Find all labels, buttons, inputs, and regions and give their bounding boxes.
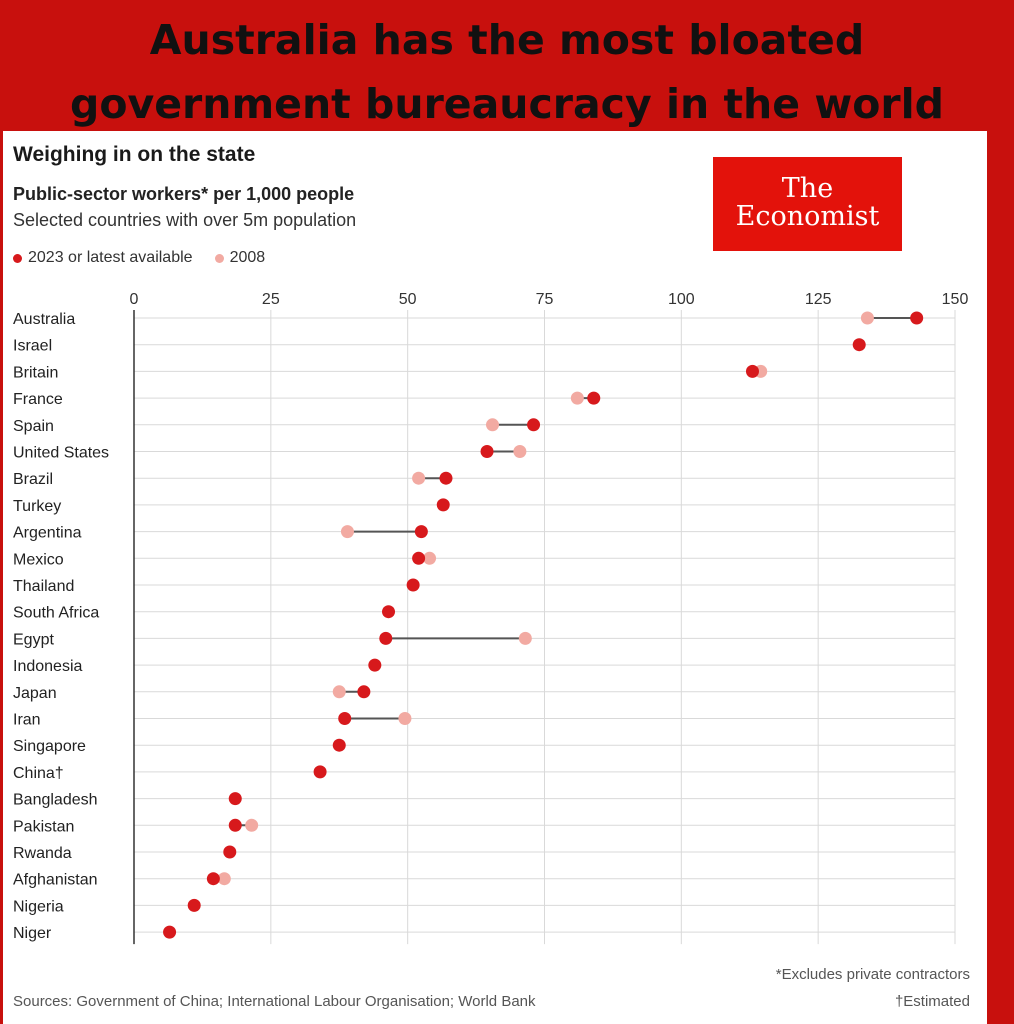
category-label: Mexico bbox=[13, 551, 64, 568]
x-tick-label: 25 bbox=[262, 291, 280, 308]
legend-item-latest: 2023 or latest available bbox=[13, 249, 193, 267]
chart-subnote: Selected countries with over 5m populati… bbox=[13, 210, 357, 230]
point-latest bbox=[163, 925, 177, 939]
category-label: Japan bbox=[13, 685, 57, 702]
point-latest bbox=[368, 658, 382, 672]
point-2008 bbox=[245, 818, 259, 832]
chart-subtitle: Public-sector workers* per 1,000 people bbox=[13, 184, 355, 204]
point-latest bbox=[228, 818, 242, 832]
point-latest bbox=[382, 605, 396, 619]
category-label: Iran bbox=[13, 712, 41, 729]
point-latest bbox=[187, 898, 201, 912]
point-2008 bbox=[570, 391, 584, 405]
category-label: Turkey bbox=[13, 498, 61, 515]
point-latest bbox=[332, 738, 346, 752]
x-tick-label: 100 bbox=[668, 291, 695, 308]
x-tick-label: 50 bbox=[399, 291, 417, 308]
category-label: Brazil bbox=[13, 471, 53, 488]
point-latest bbox=[338, 712, 352, 725]
headline-line-2: government bureaucracy in the world bbox=[69, 80, 944, 128]
category-label: Bangladesh bbox=[13, 792, 98, 809]
category-label: Australia bbox=[13, 311, 75, 328]
point-latest bbox=[206, 872, 220, 886]
category-label: Britain bbox=[13, 364, 58, 381]
chart-title: Weighing in on the state bbox=[13, 143, 256, 166]
point-latest bbox=[439, 471, 453, 485]
point-latest bbox=[414, 525, 428, 539]
legend-dot-latest-icon bbox=[13, 253, 22, 263]
point-2008 bbox=[513, 445, 527, 458]
chart-legend: 2023 or latest available 2008 bbox=[13, 249, 287, 267]
point-latest bbox=[587, 391, 601, 405]
category-label: South Africa bbox=[13, 605, 99, 622]
legend-dot-2008-icon bbox=[214, 253, 224, 263]
footnote-excludes: *Excludes private contractors bbox=[775, 966, 970, 983]
point-2008 bbox=[398, 712, 412, 725]
headline: Australia has the most bloated governmen… bbox=[0, 8, 1014, 136]
point-latest bbox=[228, 792, 242, 806]
point-latest bbox=[480, 445, 494, 458]
point-2008 bbox=[340, 525, 354, 539]
category-label: France bbox=[13, 391, 63, 408]
point-latest bbox=[436, 498, 450, 512]
economist-logo: The Economist bbox=[713, 157, 902, 251]
point-latest bbox=[313, 765, 327, 779]
chart-card: Weighing in on the state Public-sector w… bbox=[3, 131, 987, 1024]
sources-note: Sources: Government of China; Internatio… bbox=[13, 993, 536, 1010]
category-label: China† bbox=[13, 765, 64, 782]
legend-label-latest: 2023 or latest available bbox=[28, 249, 193, 266]
legend-label-2008: 2008 bbox=[229, 249, 266, 266]
headline-line-1: Australia has the most bloated bbox=[149, 16, 865, 64]
category-label: Argentina bbox=[13, 525, 82, 542]
footnote-estimated: †Estimated bbox=[894, 993, 970, 1010]
category-label: Spain bbox=[13, 418, 54, 435]
category-label: Singapore bbox=[13, 738, 86, 755]
point-latest bbox=[379, 631, 393, 645]
category-label: Afghanistan bbox=[13, 872, 98, 889]
x-tick-label: 125 bbox=[805, 291, 832, 308]
x-tick-label: 75 bbox=[536, 291, 554, 308]
point-2008 bbox=[486, 418, 500, 432]
logo-line-1: The bbox=[781, 173, 834, 204]
category-label: Egypt bbox=[13, 631, 54, 648]
category-label: Rwanda bbox=[13, 845, 72, 862]
category-label: Nigeria bbox=[13, 898, 64, 915]
point-2008 bbox=[423, 551, 437, 565]
point-latest bbox=[910, 311, 924, 325]
category-label: Israel bbox=[13, 338, 52, 355]
legend-item-2008: 2008 bbox=[214, 249, 266, 267]
x-tick-label: 0 bbox=[130, 291, 139, 308]
point-2008 bbox=[412, 471, 426, 485]
point-latest bbox=[223, 845, 237, 859]
category-label: Thailand bbox=[13, 578, 74, 595]
dot-plot: 0 25 50 75 100 125 150 Australia Israel Britain Fr… bbox=[13, 291, 969, 945]
point-latest bbox=[527, 418, 541, 432]
category-label: Niger bbox=[13, 925, 52, 942]
category-label: Pakistan bbox=[13, 818, 74, 835]
logo-line-2: Economist bbox=[735, 201, 880, 232]
point-2008 bbox=[332, 685, 346, 699]
point-latest bbox=[357, 685, 371, 699]
category-label: Indonesia bbox=[13, 658, 82, 675]
point-2008 bbox=[860, 311, 874, 325]
point-2008 bbox=[518, 631, 532, 645]
point-latest bbox=[412, 551, 426, 565]
point-2008 bbox=[217, 872, 231, 886]
point-latest bbox=[745, 364, 759, 378]
point-latest bbox=[406, 578, 420, 592]
category-label: United States bbox=[13, 445, 109, 462]
x-tick-label: 150 bbox=[942, 291, 969, 308]
point-latest bbox=[852, 338, 866, 352]
